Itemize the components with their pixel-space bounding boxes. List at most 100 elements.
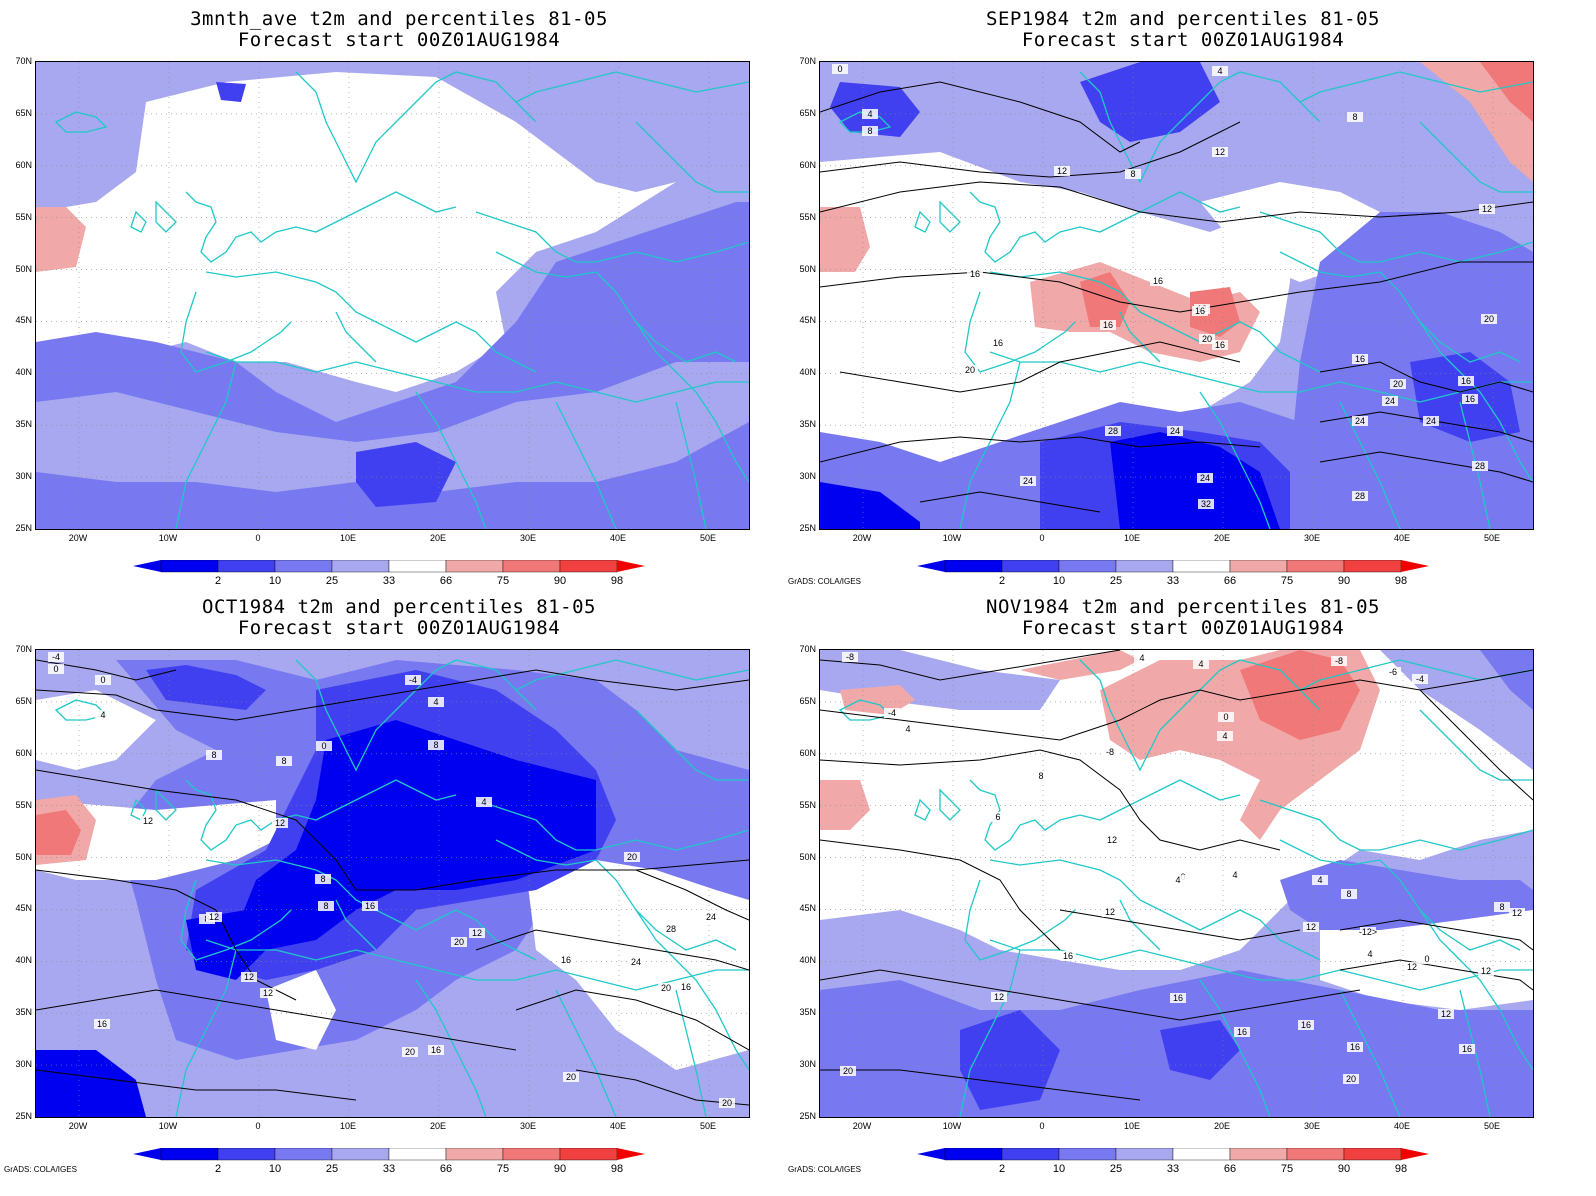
coastline [180, 879, 292, 961]
coastline [1079, 71, 1321, 184]
contour-label-bg [663, 924, 679, 934]
contour-label: 8 [320, 874, 325, 884]
map-panel-nov1984: NOV1984 t2m and percentiles 81-05 Foreca… [784, 588, 1582, 1186]
contour-label: 12 [143, 816, 153, 826]
lon-tick-label: 10W [158, 533, 178, 543]
contour-label-bg [1459, 1044, 1475, 1054]
contour-label-bg [1423, 416, 1439, 426]
panel-subtitle: Forecast start 00Z01AUG1984 [1021, 29, 1345, 51]
contour-label-bg [48, 664, 64, 674]
contour-label: -6 [1389, 667, 1397, 677]
map-svg: 0484812128121616121616162020161620161624… [820, 62, 1533, 529]
colorbar-label: 25 [325, 575, 339, 587]
contour-label-bg [1193, 659, 1209, 669]
colorbar-segment [217, 559, 276, 573]
contour-label: 28 [1475, 461, 1485, 471]
percentile-shading [1280, 860, 1533, 930]
contour-label-bg [1020, 476, 1036, 486]
contour-label-bg [1054, 166, 1070, 176]
contour-label-bg [1478, 966, 1494, 976]
contour-label: 12 [1441, 1009, 1451, 1019]
colorbar-segment [559, 559, 618, 573]
percentile-shading [266, 970, 336, 1050]
lat-tick-label: 50N [15, 851, 32, 862]
colorbar-segment [1286, 1147, 1345, 1161]
colorbar-label: 90 [553, 575, 567, 587]
colorbar-segment [502, 1147, 561, 1161]
percentile-shading [36, 72, 676, 392]
colorbar-segment [1058, 559, 1117, 573]
lon-tick-label: 20E [1213, 1121, 1230, 1131]
contour-label: 28 [666, 924, 676, 934]
panel-title: SEP1984 t2m and percentiles 81-05 [986, 8, 1380, 30]
contour-label: 20 [965, 365, 975, 375]
percentile-shading [1020, 650, 1140, 680]
lat-tick-label: 30N [15, 471, 32, 482]
panel-title: 3mnth_ave t2m and percentiles 81-05 [190, 8, 608, 30]
contour-label: 24 [631, 957, 641, 967]
lat-tick-label: 45N [799, 903, 816, 914]
contour-label: -8 [1335, 656, 1343, 666]
coastline [185, 779, 457, 851]
contour-label: -4 [1416, 674, 1424, 684]
lat-tick-label: 65N [799, 695, 816, 706]
lat-tick-label: 30N [15, 1059, 32, 1070]
coastline [185, 191, 457, 263]
contour-label: 24 [706, 912, 716, 922]
colorbar-segment [388, 1147, 447, 1161]
colorbar-label: 2 [214, 1163, 222, 1175]
contour-label: 20 [1393, 379, 1403, 389]
coastline [1419, 709, 1533, 781]
percentile-shading [960, 1010, 1060, 1110]
coastline [1339, 401, 1401, 529]
grads-credit: GrADS: COLA/IGES [4, 1165, 77, 1174]
contour-label-bg [1404, 962, 1420, 972]
contour-label: 4 [1175, 875, 1180, 885]
colorbar-label: 33 [1166, 575, 1180, 587]
coastline [295, 659, 537, 772]
colorbar-segment [1058, 1147, 1117, 1161]
lat-tick-label: 35N [15, 1007, 32, 1018]
colorbar-segment [160, 1147, 219, 1161]
contour-label-bg [1419, 954, 1435, 964]
contour-label-bg [1382, 396, 1398, 406]
contour-label: -8 [1106, 747, 1114, 757]
coastline [1119, 899, 1161, 951]
lon-tick-label: 10E [1123, 1121, 1140, 1131]
contour-label-bg [1352, 354, 1368, 364]
percentile-shading [36, 207, 86, 272]
contour-label: 20 [1202, 334, 1212, 344]
colorbar-label: 25 [325, 1163, 339, 1175]
contour-label-bg [703, 912, 719, 922]
contour-label: 12 [994, 992, 1004, 1002]
coastline [1079, 659, 1321, 772]
colorbar-arrow-left [917, 560, 945, 572]
contour-label: 24 [1023, 476, 1033, 486]
contour-label-bg [1217, 731, 1233, 741]
contour-label-bg [48, 652, 64, 662]
lat-tick-label: 55N [799, 211, 816, 222]
colorbar-segment [217, 1147, 276, 1161]
temperature-contour [1059, 909, 1301, 941]
contour-label-bg [476, 797, 492, 807]
contour-label: 16 [561, 955, 571, 965]
contour-label: 12 [1057, 166, 1067, 176]
contour-label: 16 [1465, 394, 1475, 404]
contour-label: 0 [837, 64, 842, 74]
contour-label-bg [990, 338, 1006, 348]
temperature-contour [1339, 959, 1533, 991]
coastline [989, 271, 1321, 373]
percentile-shading [840, 685, 915, 715]
percentile-shading [216, 82, 246, 102]
panel-subtitle: Forecast start 00Z01AUG1984 [1021, 617, 1345, 639]
contour-label-bg [1167, 426, 1183, 436]
coastline [959, 949, 1021, 1117]
contour-label: 12 [1481, 966, 1491, 976]
colorbar-segment [1172, 1147, 1231, 1161]
contour-label: -4 [888, 708, 896, 718]
contour-label-bg [1347, 1042, 1363, 1052]
colorbar-arrow-right [1401, 1148, 1429, 1160]
colorbar-label: 98 [1394, 1163, 1408, 1175]
colorbar-label: 66 [1223, 575, 1237, 587]
coastline [914, 210, 931, 233]
